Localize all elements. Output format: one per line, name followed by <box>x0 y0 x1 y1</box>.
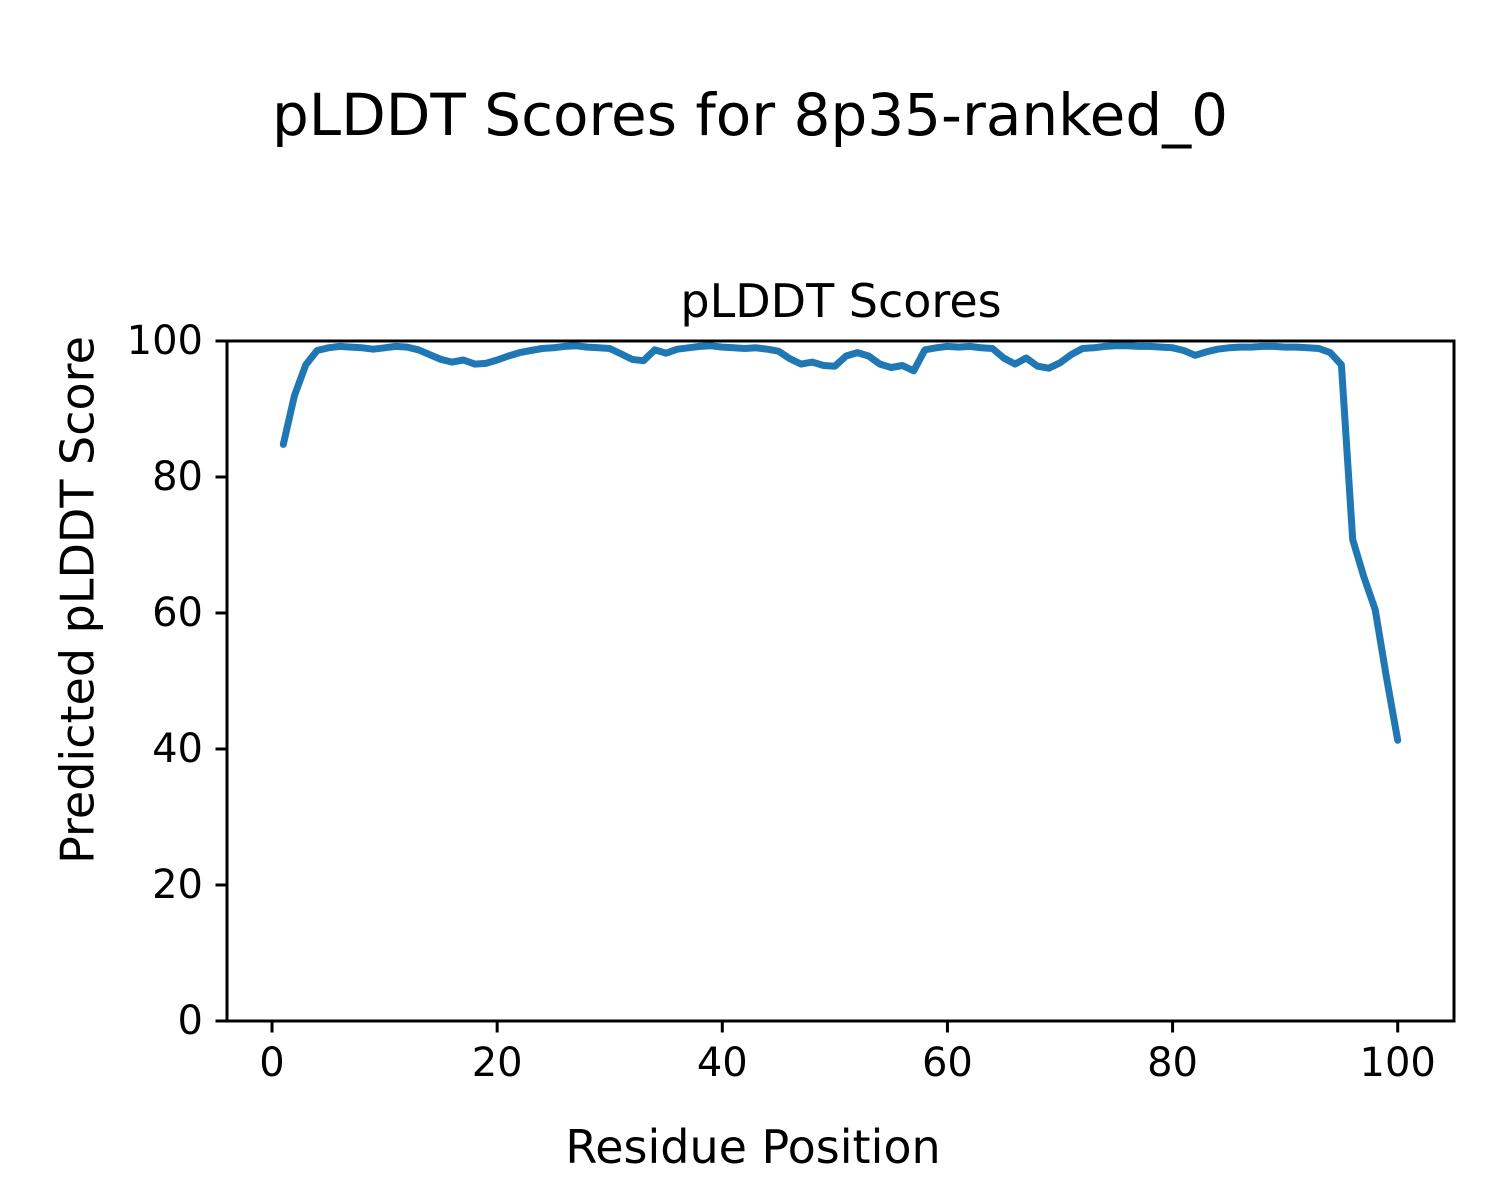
x-tick-label: 40 <box>696 1040 748 1086</box>
x-tick-label: 60 <box>921 1040 973 1086</box>
x-tick-label: 0 <box>259 1040 285 1086</box>
axes-title: pLDDT Scores <box>680 274 1002 328</box>
x-axis-label: Residue Position <box>565 1120 941 1174</box>
y-tick-label: 0 <box>177 998 203 1044</box>
axes-box <box>225 339 1456 1023</box>
y-tick-label: 80 <box>152 454 203 500</box>
y-tick-label: 40 <box>152 726 203 772</box>
x-tick-label: 100 <box>1359 1040 1436 1086</box>
x-tick-label: 20 <box>471 1040 523 1086</box>
y-axis-ticks <box>215 339 226 1023</box>
x-axis-ticks <box>270 1022 1400 1033</box>
y-tick-label: 60 <box>152 590 203 636</box>
y-tick-label: 100 <box>126 318 203 364</box>
x-tick-label: 80 <box>1147 1040 1199 1086</box>
figure-title: pLDDT Scores for 8p35-ranked_0 <box>271 81 1229 149</box>
y-axis-label: Predicted pLDDT Score <box>50 336 105 864</box>
y-tick-label: 20 <box>152 862 203 908</box>
plddt-line <box>279 342 1402 744</box>
